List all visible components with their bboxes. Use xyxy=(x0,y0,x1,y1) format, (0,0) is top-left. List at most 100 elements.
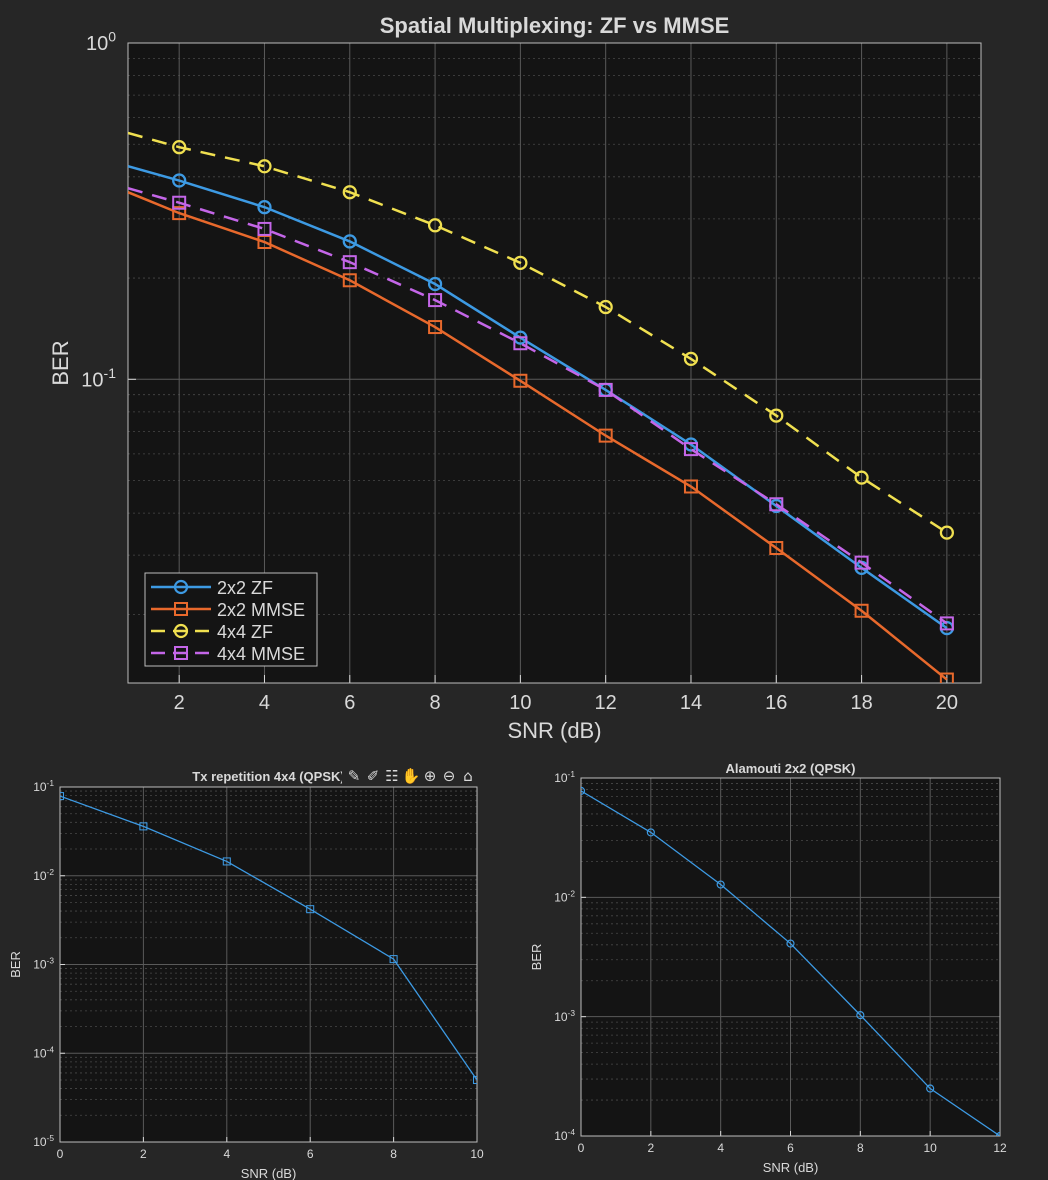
data-point-2x2-mmse[interactable] xyxy=(854,603,869,618)
data-point-4x4-zf[interactable] xyxy=(172,140,187,155)
axes-toolbar[interactable]: ✎ ✐ ☷ ✋ ⊕ ⊖ ⌂ xyxy=(342,764,478,786)
y-axis-label: BER xyxy=(529,944,544,971)
xtick-label: 2 xyxy=(140,1147,147,1161)
xtick-label: 6 xyxy=(344,692,355,714)
xtick-label: 12 xyxy=(595,692,617,714)
data-point-series-0[interactable] xyxy=(472,1075,481,1084)
legend-marker-2x2-mmse xyxy=(174,602,188,616)
data-point-4x4-mmse[interactable] xyxy=(257,221,272,236)
data-point-2x2-mmse[interactable] xyxy=(598,428,613,443)
data-point-4x4-zf[interactable] xyxy=(427,218,443,233)
export-icon[interactable]: ✎ xyxy=(348,767,361,785)
data-point-2x2-zf[interactable] xyxy=(257,200,272,215)
brush-icon[interactable]: ✐ xyxy=(367,767,380,785)
legend-label-4x4-mmse: 4x4 MMSE xyxy=(217,644,305,664)
data-point-4x4-zf[interactable] xyxy=(683,351,699,367)
series-group xyxy=(128,131,955,686)
pan-hand-icon[interactable]: ✋ xyxy=(402,767,421,785)
data-point-2x2-mmse[interactable] xyxy=(342,273,357,288)
xtick-label: 10 xyxy=(923,1141,937,1155)
xtick-label: 10 xyxy=(509,692,531,714)
data-point-series-0[interactable] xyxy=(306,905,315,914)
x-axis-label: SNR (dB) xyxy=(241,1166,297,1180)
x-axis-label: SNR (dB) xyxy=(507,718,601,743)
data-point-4x4-mmse[interactable] xyxy=(854,555,869,570)
data-point-2x2-mmse[interactable] xyxy=(172,206,187,221)
zoom-in-icon[interactable]: ⊕ xyxy=(424,767,437,785)
data-point-4x4-mmse[interactable] xyxy=(342,255,357,270)
data-point-4x4-mmse[interactable] xyxy=(428,293,443,308)
data-point-4x4-zf[interactable] xyxy=(854,470,869,485)
ytick-label: 10-1 xyxy=(81,365,116,391)
data-point-series-0[interactable] xyxy=(389,955,398,964)
data-point-4x4-zf[interactable] xyxy=(257,159,272,174)
xtick-label: 4 xyxy=(259,692,270,714)
data-point-4x4-mmse[interactable] xyxy=(769,497,784,512)
legend-marker-4x4-mmse xyxy=(174,646,188,660)
axes-alamouti[interactable]: 10-1 10-2 10-3 10-40 2 4 6 8 10 12 Alamouti 2x2 (Q… xyxy=(529,761,1007,1175)
data-point-series-0[interactable] xyxy=(926,1084,935,1093)
data-point-4x4-zf[interactable] xyxy=(598,299,613,315)
data-point-2x2-mmse[interactable] xyxy=(939,672,954,686)
data-point-4x4-mmse[interactable] xyxy=(172,195,187,210)
data-point-4x4-zf[interactable] xyxy=(342,185,357,200)
datatip-icon[interactable]: ☷ xyxy=(385,767,398,785)
ytick-label: 10-4 xyxy=(554,1127,575,1143)
xtick-label: 8 xyxy=(857,1141,864,1155)
restore-view-home-icon[interactable]: ⌂ xyxy=(463,767,473,785)
data-point-series-0[interactable] xyxy=(222,857,231,866)
data-point-4x4-zf[interactable] xyxy=(513,255,528,270)
data-point-2x2-zf[interactable] xyxy=(427,276,443,292)
data-point-2x2-mmse[interactable] xyxy=(513,373,528,388)
xtick-label: 20 xyxy=(936,692,958,714)
data-point-series-0[interactable] xyxy=(578,786,586,795)
xtick-label: 18 xyxy=(850,692,872,714)
data-point-2x2-mmse[interactable] xyxy=(428,320,443,335)
legend-box xyxy=(144,572,318,667)
data-point-series-0[interactable] xyxy=(57,792,65,801)
series-line-2x2-mmse[interactable] xyxy=(128,191,948,681)
data-point-series-0[interactable] xyxy=(786,939,795,948)
data-point-series-0[interactable] xyxy=(139,822,148,831)
series-line-series-0[interactable] xyxy=(60,795,477,1081)
data-point-4x4-zf[interactable] xyxy=(769,408,784,423)
data-point-series-0[interactable] xyxy=(646,828,655,837)
series-group xyxy=(578,786,1000,1136)
data-point-2x2-mmse[interactable] xyxy=(257,235,272,250)
ytick-label: 10-3 xyxy=(554,1008,575,1024)
data-point-4x4-mmse[interactable] xyxy=(513,336,528,351)
data-point-4x4-mmse[interactable] xyxy=(939,616,954,631)
series-line-series-0[interactable] xyxy=(581,790,1000,1136)
xtick-label: 0 xyxy=(57,1147,64,1161)
data-point-4x4-zf[interactable] xyxy=(939,525,955,540)
xtick-label: 10 xyxy=(470,1147,484,1161)
xtick-label: 12 xyxy=(993,1141,1007,1155)
data-point-4x4-mmse[interactable] xyxy=(598,382,613,397)
y-axis-label: BER xyxy=(48,340,73,385)
axes-spatial-multiplexing[interactable]: 100 10-1 2 4 6 8 10 12 14 16 18 20 Spatial Multiplex… xyxy=(48,13,982,743)
chart-title: Alamouti 2x2 (QPSK) xyxy=(725,761,855,776)
axes-frame xyxy=(580,777,1001,1137)
zoom-out-icon[interactable]: ⊖ xyxy=(443,767,456,785)
series-group xyxy=(57,792,481,1084)
data-point-series-0[interactable] xyxy=(716,880,725,889)
series-line-4x4-mmse[interactable] xyxy=(128,187,948,625)
data-point-4x4-mmse[interactable] xyxy=(683,442,698,457)
data-point-2x2-zf[interactable] xyxy=(172,173,187,188)
y-axis-label: BER xyxy=(8,951,23,978)
axes-tx-repetition[interactable]: 10-1 10-2 10-3 10-4 10-50 2 4 6 8 10 Tx repetition… xyxy=(8,769,484,1180)
series-line-4x4-zf[interactable] xyxy=(128,131,948,534)
chart-title: Spatial Multiplexing: ZF vs MMSE xyxy=(380,13,730,38)
data-point-series-0[interactable] xyxy=(856,1011,865,1020)
data-point-2x2-mmse[interactable] xyxy=(683,479,698,494)
data-point-2x2-mmse[interactable] xyxy=(769,541,784,556)
xtick-label: 8 xyxy=(390,1147,397,1161)
xtick-label: 8 xyxy=(430,692,441,714)
data-point-2x2-zf[interactable] xyxy=(342,234,357,249)
legend-marker-2x2-zf xyxy=(173,579,189,595)
xtick-label: 14 xyxy=(680,692,702,714)
legend-label-2x2-mmse: 2x2 MMSE xyxy=(217,600,305,620)
xtick-label: 6 xyxy=(307,1147,314,1161)
